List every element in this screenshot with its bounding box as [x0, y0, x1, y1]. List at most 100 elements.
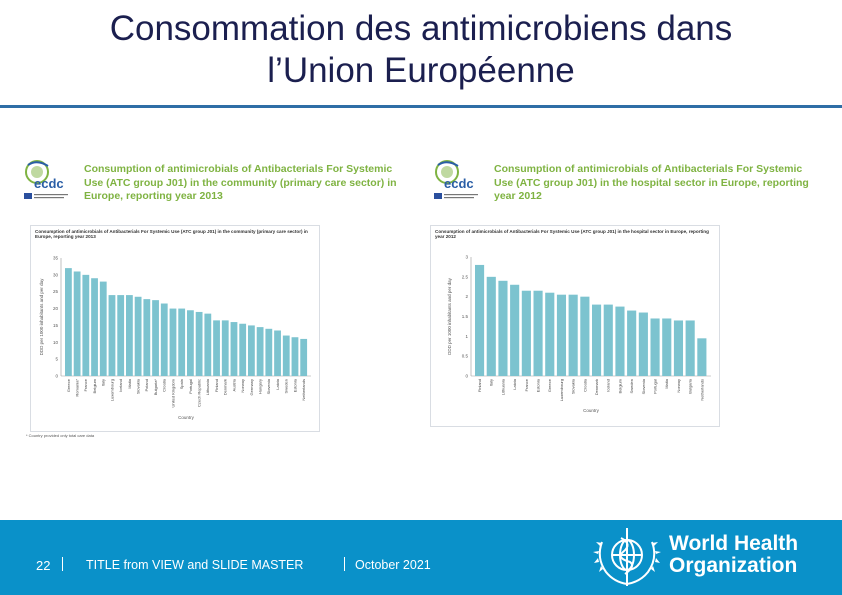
x-tick-label: Slovenia	[641, 378, 646, 394]
bar	[556, 294, 567, 376]
ecdc-wordmark: ecdc	[444, 176, 474, 191]
ecdc-logo: ecdc	[24, 160, 68, 199]
x-tick-label: United Kingdom	[170, 378, 175, 407]
x-tick-label: Netherlands	[301, 379, 306, 401]
slide-title-line-1: Consommation des antimicrobiens dans	[109, 9, 733, 48]
bar	[195, 311, 203, 376]
x-tick-label: Belgium	[92, 378, 97, 393]
y-tick-label: 25	[53, 289, 59, 294]
x-tick-label: Spain	[179, 379, 184, 389]
x-tick-label: Slovakia	[571, 378, 576, 394]
y-tick-label: 5	[55, 357, 58, 362]
bar	[204, 313, 212, 376]
chart-frame: Consumption of antimicrobials of Antibac…	[430, 225, 720, 427]
bar	[169, 308, 177, 376]
bar	[533, 290, 543, 376]
page-number: 22	[36, 558, 51, 573]
ecdc-logo: ecdc	[434, 160, 478, 199]
footer-date: October 2021	[355, 558, 431, 572]
y-tick-label: 0.5	[462, 354, 469, 359]
bar	[134, 296, 142, 376]
hospital-bar-chart: 0 0.5 1 1.5 2 2.5 3 Finland Italy Lithuania Latvia…	[447, 255, 711, 413]
x-tick-label: Latvia	[512, 378, 517, 389]
x-tick-label: Bulgaria	[688, 378, 693, 393]
bar	[248, 325, 255, 376]
x-tick-label: Romania*	[75, 379, 80, 397]
bar	[627, 310, 637, 376]
slide-title: Consommation des antimicrobiens dans l’U…	[0, 8, 842, 92]
bar	[650, 318, 660, 376]
bar	[486, 276, 496, 376]
x-tick-label: Iceland	[118, 379, 123, 392]
y-tick-label: 0	[55, 374, 58, 379]
bar	[521, 290, 531, 376]
x-tick-label: Italy	[489, 379, 494, 386]
bar	[265, 328, 273, 376]
ecdc-wordmark: ecdc	[34, 176, 64, 191]
x-tick-label: Slovakia	[136, 378, 141, 394]
bar	[545, 292, 555, 376]
chart-footnote: * Country provided only total care data	[26, 433, 95, 438]
chart-panel-community: ecdc Consumption of antimicrobials of An…	[20, 155, 400, 445]
bar	[239, 323, 247, 376]
x-axis-title: Country	[583, 408, 600, 413]
y-tick-label: 2.5	[462, 274, 469, 279]
slide-title-line-2: l’Union Européenne	[267, 51, 575, 90]
bar	[510, 284, 520, 376]
bar	[580, 296, 590, 376]
bar	[638, 312, 648, 376]
x-tick-label: Estonia	[292, 378, 297, 392]
bar	[117, 295, 125, 376]
bar	[178, 308, 186, 376]
x-tick-label: Slovenia	[266, 378, 271, 394]
x-tick-label: Luxembourg	[559, 379, 564, 401]
bar	[274, 330, 281, 376]
who-emblem-icon	[593, 528, 661, 586]
bar	[615, 306, 625, 376]
x-tick-label: Bulgaria*	[153, 379, 158, 396]
x-tick-label: Sweden	[629, 379, 634, 393]
x-tick-label: Lithuania	[205, 378, 210, 395]
bar	[230, 322, 238, 376]
y-tick-label: 15	[53, 323, 59, 328]
x-tick-label: France	[83, 378, 88, 391]
x-tick-label: Norway	[676, 379, 681, 393]
x-axis-title: Country	[178, 415, 195, 420]
bar	[152, 300, 159, 376]
chart-frame: Consumption of antimicrobials of Antibac…	[30, 225, 320, 432]
bar	[187, 310, 194, 376]
bar	[221, 320, 229, 376]
x-tick-label: Greece	[66, 378, 71, 392]
bar	[108, 295, 116, 376]
x-tick-label: Lithuania	[500, 378, 505, 395]
who-wordmark-line-1: World Health	[669, 532, 799, 555]
bar	[697, 338, 707, 376]
bar	[256, 327, 264, 376]
y-tick-label: 0	[465, 374, 468, 379]
bar	[213, 320, 220, 376]
y-tick-label: 35	[53, 256, 59, 261]
bar	[475, 264, 485, 376]
y-tick-label: 1	[465, 334, 468, 339]
y-tick-label: 1.5	[462, 314, 469, 319]
x-tick-label: Greece	[547, 378, 552, 392]
x-tick-label: Malta	[127, 378, 132, 389]
y-axis-title: DDD per 1000 inhabitants and per day	[447, 277, 452, 355]
x-tick-label: Sweden	[284, 379, 289, 393]
x-tick-label: Czech Republic	[197, 379, 202, 407]
x-tick-label: Italy	[101, 379, 106, 386]
x-tick-label: Poland	[144, 379, 149, 391]
bar	[143, 299, 151, 376]
footer-bar: 22 TITLE from VIEW and SLIDE MASTER Octo…	[0, 520, 842, 595]
x-tick-label: Luxembourg	[109, 379, 114, 401]
x-tick-label: Germany	[249, 379, 254, 395]
bar	[673, 320, 684, 376]
bar	[300, 338, 308, 376]
bar	[685, 320, 695, 376]
bar	[662, 318, 672, 376]
x-tick-label: Finland	[477, 379, 482, 392]
bar	[592, 304, 602, 376]
community-bar-chart: 0 5 10 15 20 25 30 35 Greece Romania* France Belgiu…	[39, 256, 311, 420]
bar	[160, 303, 168, 376]
x-tick-label: France	[524, 378, 529, 391]
